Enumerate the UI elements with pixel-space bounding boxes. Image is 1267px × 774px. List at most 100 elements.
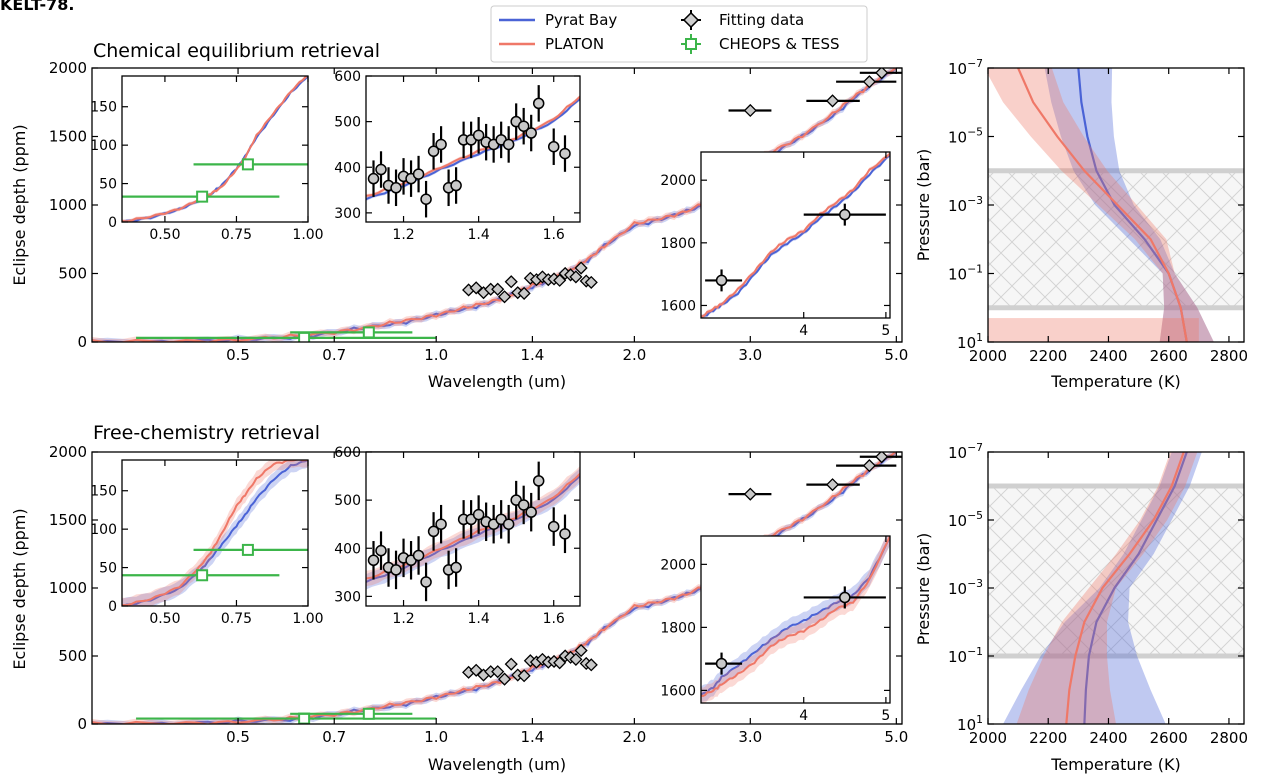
panel-title: Free-chemistry retrieval: [93, 422, 320, 444]
plot-background: [122, 76, 308, 222]
legend-label-cheops: CHEOPS & TESS: [719, 35, 840, 53]
y-tick-label: 500: [334, 115, 361, 131]
y-tick-label: 500: [334, 493, 361, 509]
y-tick-label: 50: [99, 561, 117, 577]
panel-fc-tp: Pressure (bar) Temperature (K) 2000 2200 2…: [914, 441, 1248, 774]
tp-band-platon: [988, 68, 1214, 342]
x-tick-label: 5.0: [884, 728, 908, 746]
x-tick-label: 0.5: [226, 346, 250, 364]
data-point: [532, 97, 545, 110]
data-point: [875, 452, 889, 464]
x-tick-label: 0.50: [149, 611, 180, 627]
y-tick-label: 2000: [49, 443, 87, 461]
y-tick-label: 400: [334, 160, 361, 176]
data-point: [875, 68, 889, 80]
data-point: [504, 657, 518, 671]
x-tick-label: 1.6: [543, 611, 565, 627]
data-point: [435, 138, 447, 151]
data-point: [502, 138, 515, 151]
x-axis-label: Wavelength (um): [428, 372, 566, 391]
plot-background: [701, 536, 890, 703]
tp-band-platon: [1016, 452, 1198, 724]
y-tick-label: 1000: [49, 579, 87, 597]
legend-label-data: Fitting data: [719, 11, 804, 29]
tp-band-platon-base: [988, 318, 1199, 342]
x-axis-label: Wavelength (um): [428, 755, 566, 774]
legend-marker-cheops: [681, 34, 701, 54]
y-tick-label: 1800: [660, 620, 696, 636]
data-point: [825, 478, 840, 492]
y-tick-label: 10−7: [948, 57, 983, 78]
plot-area: [122, 76, 308, 222]
plot-background: [366, 76, 580, 222]
x-tick-label: 2400: [1089, 347, 1127, 365]
data-point: [839, 591, 851, 604]
x-tick-label: 1.0: [424, 346, 448, 364]
data-point: [839, 208, 851, 221]
y-axis-label: Pressure (bar): [914, 533, 933, 645]
data-point: [559, 147, 571, 160]
axes-frame: [365, 451, 581, 607]
cheops-tess-point: [298, 712, 311, 724]
x-tick-label: 1.0: [424, 728, 448, 746]
x-tick-label: 1.00: [292, 227, 323, 243]
x-tick-label: 2600: [1150, 347, 1188, 365]
y-tick-label: 600: [334, 69, 361, 85]
data-point: [862, 459, 876, 473]
data-point: [504, 275, 518, 289]
cheops-tess-point: [241, 158, 254, 171]
panel-fc-inset-wfc3: 1.2 1.4 1.6 300 400 500 600: [334, 445, 581, 627]
uncertainty-band-pyrat: [701, 536, 890, 703]
y-tick-label: 2000: [660, 557, 696, 573]
panel-ce-inset-ir: 4 5 1600 1800 2000: [660, 151, 891, 339]
data-point: [427, 525, 440, 538]
plot-area: [122, 460, 308, 606]
axes-frame: [700, 151, 891, 319]
data-point: [450, 561, 462, 574]
x-tick-label: 0.50: [149, 227, 180, 243]
y-tick-label: 10−7: [948, 441, 983, 462]
x-tick-label: 2400: [1089, 729, 1127, 747]
plot-background: [366, 452, 580, 606]
y-tick-label: 0: [108, 215, 117, 231]
y-axis-label: Pressure (bar): [914, 149, 933, 261]
y-tick-label: 300: [334, 589, 361, 605]
x-tick-label: 5.0: [884, 346, 908, 364]
legend-label-platon: PLATON: [545, 35, 604, 53]
data-point: [525, 127, 537, 139]
x-tick-label: 2000: [969, 729, 1007, 747]
data-point: [553, 656, 567, 670]
data-point: [491, 282, 505, 296]
data-point: [497, 290, 512, 304]
data-point: [574, 261, 588, 275]
data-point: [412, 549, 425, 562]
y-tick-label: 10−5: [948, 126, 983, 147]
data-point: [427, 145, 440, 158]
y-tick-label: 500: [58, 647, 87, 665]
y-tick-label: 1500: [49, 511, 87, 529]
data-point: [547, 140, 560, 153]
uncertainty-band-pyrat: [122, 460, 308, 606]
y-axis-label: Eclipse depth (ppm): [10, 124, 29, 285]
x-tick-label: 4: [799, 323, 808, 339]
data-point: [569, 652, 583, 666]
x-tick-label: 2600: [1150, 729, 1188, 747]
y-tick-label: 1000: [49, 196, 87, 214]
data-point: [517, 499, 530, 511]
x-tick-label: 1.2: [392, 611, 414, 627]
axes-frame: [700, 535, 891, 704]
x-tick-label: 1.4: [467, 611, 489, 627]
plot-area: [988, 452, 1244, 724]
x-tick-label: 2800: [1210, 729, 1248, 747]
y-tick-label: 1800: [660, 236, 696, 252]
legend-label-pyrat: Pyrat Bay: [545, 11, 617, 29]
data-point: [502, 518, 515, 530]
y-tick-label: 2000: [660, 173, 696, 189]
y-tick-label: 0: [77, 715, 87, 733]
data-point: [517, 286, 531, 300]
x-tick-label: 2000: [969, 347, 1007, 365]
series-line-pyrat: [701, 537, 890, 696]
data-point: [574, 643, 588, 658]
data-point: [825, 94, 840, 108]
